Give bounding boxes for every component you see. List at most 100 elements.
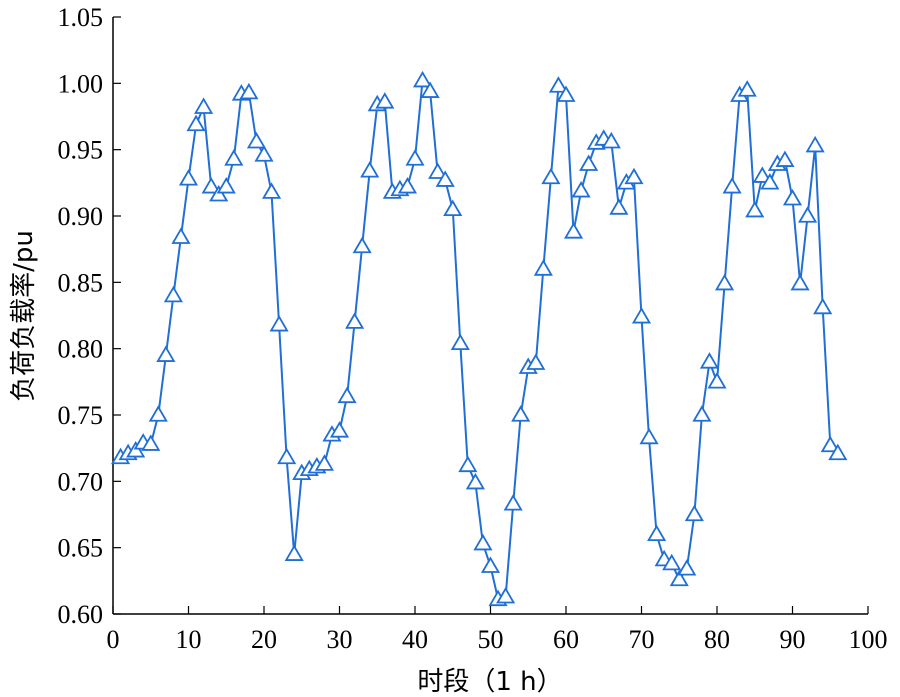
data-point-marker (707, 372, 727, 389)
x-tick-label: 30 (327, 625, 353, 654)
x-tick-label: 50 (478, 625, 504, 654)
x-tick-label: 60 (553, 625, 579, 654)
data-point-marker (813, 297, 833, 315)
data-point-marker (352, 236, 372, 254)
data-point-marker (224, 149, 244, 166)
data-point-marker (828, 443, 848, 461)
data-point-marker (239, 82, 259, 100)
data-point-marker (677, 559, 697, 576)
data-point-marker (269, 314, 289, 332)
data-point-marker (397, 177, 418, 194)
data-point-marker (496, 586, 516, 604)
data-point-marker (745, 200, 765, 218)
data-point-marker (360, 161, 380, 178)
y-tick-label: 0.85 (58, 268, 104, 297)
data-point-marker (639, 427, 659, 445)
tick-labels: 0 10 20 30 40 50 60 70 80 90 100 0.60 0.65 0.70 0.75 0.… (58, 3, 888, 654)
x-tick-label: 90 (780, 625, 806, 654)
data-point-marker (148, 405, 168, 422)
y-tick-label: 0.75 (58, 401, 104, 430)
data-point-marker (647, 524, 667, 542)
data-point-marker (375, 92, 395, 109)
series-group (120, 77, 839, 601)
y-tick-label: 0.95 (58, 136, 104, 165)
x-tick-label: 40 (402, 625, 428, 654)
data-point-marker (428, 162, 448, 179)
data-point-marker (405, 149, 425, 166)
data-point-marker (314, 454, 334, 471)
data-point-marker (473, 533, 493, 551)
data-point-marker (345, 312, 365, 329)
data-point-marker (246, 131, 267, 149)
data-point-marker (820, 435, 840, 453)
data-point-marker (209, 184, 229, 202)
data-point-marker (261, 182, 282, 199)
x-tick-label: 0 (107, 625, 120, 654)
x-tick-label: 20 (251, 625, 277, 654)
data-point-marker (579, 154, 599, 171)
data-point-marker (601, 131, 621, 149)
data-point-marker (141, 434, 161, 451)
data-point-marker (624, 167, 644, 185)
data-point-marker (284, 544, 304, 561)
data-point-marker (722, 177, 742, 194)
data-point-marker (435, 170, 455, 187)
y-tick-label: 0.65 (58, 534, 104, 563)
data-point-marker (692, 405, 712, 422)
data-point-marker (420, 81, 440, 98)
series-line (120, 77, 839, 601)
data-point-marker (548, 76, 569, 93)
y-tick-label: 0.80 (58, 335, 104, 364)
data-point-marker (533, 259, 553, 276)
x-axis-title: 时段（1 h） (417, 667, 562, 697)
data-point-marker (714, 273, 735, 291)
data-point-marker (760, 173, 780, 190)
data-point-marker (662, 553, 682, 571)
data-point-marker (541, 167, 561, 185)
y-tick-label: 0.60 (58, 600, 104, 629)
data-point-marker (782, 188, 803, 206)
data-point-marker (571, 181, 591, 198)
data-point-marker (178, 169, 199, 186)
tick-marks (112, 16, 869, 615)
x-tick-label: 10 (176, 625, 202, 654)
data-point-marker (465, 472, 485, 490)
data-point-marker (631, 307, 652, 324)
data-point-marker (669, 569, 689, 587)
data-point-marker (805, 135, 825, 153)
data-point-marker (790, 273, 810, 291)
data-point-marker (156, 345, 176, 362)
y-tick-label: 0.70 (58, 467, 104, 496)
data-point-marker (737, 80, 757, 97)
data-point-marker (163, 285, 183, 303)
data-point-marker (412, 70, 433, 88)
data-point-marker (171, 227, 191, 244)
data-point-marker (194, 97, 214, 114)
y-tick-label: 1.00 (58, 69, 104, 98)
data-point-marker (563, 222, 584, 239)
x-tick-label: 70 (629, 625, 655, 654)
data-point-marker (511, 405, 531, 422)
data-point-marker (458, 455, 478, 473)
data-point-marker (329, 421, 350, 438)
data-point-marker (254, 145, 274, 162)
data-point-marker (609, 198, 629, 215)
data-point-marker (201, 177, 221, 194)
data-point-marker (337, 386, 357, 404)
data-point-marker (699, 352, 720, 369)
data-point-marker (186, 114, 206, 132)
data-point-marker (684, 504, 704, 522)
y-tick-label: 1.05 (58, 3, 104, 32)
x-tick-label: 100 (849, 625, 888, 654)
data-point-marker (443, 199, 463, 217)
data-point-marker (556, 85, 576, 102)
data-point-marker (126, 441, 146, 458)
x-tick-label: 80 (704, 625, 730, 654)
data-point-marker (798, 206, 818, 223)
data-point-marker (480, 556, 501, 573)
y-axis-title: 负荷负载率/pu (9, 230, 39, 402)
data-point-marker (216, 177, 236, 194)
data-point-marker (277, 447, 297, 465)
data-point-marker (503, 494, 523, 511)
